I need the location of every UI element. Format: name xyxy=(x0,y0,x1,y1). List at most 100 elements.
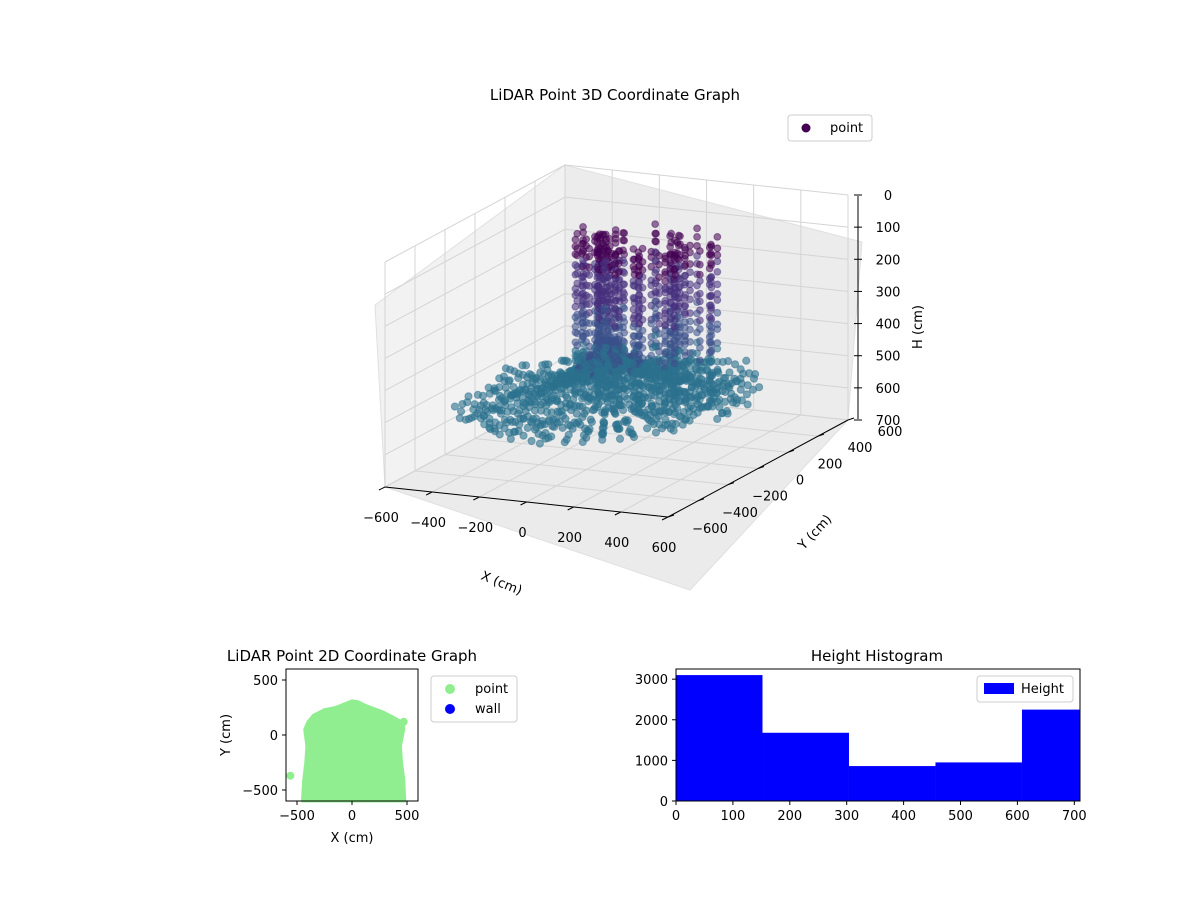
point-3d xyxy=(579,374,588,383)
point-3d xyxy=(538,361,547,370)
y-tick-label-3d: 600 xyxy=(878,425,903,440)
point-3d xyxy=(647,383,656,392)
point-3d xyxy=(713,232,722,241)
point-3d xyxy=(696,343,704,352)
point-3d xyxy=(724,357,733,366)
point-3d xyxy=(573,317,582,325)
y-tick-label-2d: 0 xyxy=(270,729,278,744)
point-3d xyxy=(705,243,714,252)
legend-2d-point-marker xyxy=(445,684,455,694)
point-3d xyxy=(594,283,603,291)
point-3d xyxy=(496,409,506,418)
point-3d xyxy=(651,256,660,265)
point-3d xyxy=(523,423,532,433)
point-3d xyxy=(722,407,731,416)
point-3d xyxy=(604,402,613,411)
point-3d xyxy=(655,397,663,406)
point-3d xyxy=(579,431,589,440)
point-3d xyxy=(601,304,610,313)
point-3d xyxy=(713,414,722,424)
point-3d xyxy=(573,341,582,350)
point-3d xyxy=(566,421,575,430)
point-3d xyxy=(693,349,701,358)
point-3d xyxy=(693,232,701,241)
point-3d xyxy=(676,313,684,322)
point-3d xyxy=(730,360,740,369)
point-3d xyxy=(676,340,684,349)
point-3d xyxy=(573,296,582,305)
point-3d xyxy=(550,386,560,395)
point-2d xyxy=(399,717,408,726)
grid-line-height-right xyxy=(564,228,849,260)
point-3d xyxy=(601,230,610,239)
point-3d xyxy=(719,374,729,383)
point-3d xyxy=(601,277,610,286)
point-3d xyxy=(579,313,588,322)
histogram-x-tick-label: 100 xyxy=(720,809,745,824)
x-tick-label-2d: 0 xyxy=(348,809,356,824)
point-3d xyxy=(725,368,734,377)
point-3d xyxy=(573,388,582,397)
point-3d xyxy=(611,380,619,389)
point-3d xyxy=(480,420,489,429)
point-3d xyxy=(573,329,582,338)
point-3d xyxy=(629,245,638,253)
histogram-x-tick-label: 700 xyxy=(1062,809,1087,824)
x-tick-3d xyxy=(520,501,527,506)
point-3d xyxy=(638,370,647,379)
point-3d xyxy=(651,269,660,277)
point-3d xyxy=(500,415,510,424)
histogram-y-tick-label: 1000 xyxy=(635,754,668,769)
point-3d xyxy=(585,377,594,386)
grid-line-height-left xyxy=(384,293,566,392)
point-3d xyxy=(705,321,714,330)
histogram-ticks: 0 100 200 300 400 500 600 700 0 1000 2000 3000 xyxy=(635,673,1087,824)
point-3d xyxy=(597,430,607,439)
y-axis-label-3d: Y (cm) xyxy=(795,512,835,554)
point-3d xyxy=(611,322,619,331)
x-tick-label-2d: −500 xyxy=(279,809,315,824)
point-3d xyxy=(651,313,660,322)
point-3d xyxy=(661,296,670,305)
histogram-y-tick-label: 0 xyxy=(660,795,668,810)
point-3d xyxy=(713,267,722,276)
point-3d xyxy=(560,438,569,447)
point-3d xyxy=(651,237,660,246)
point-3d xyxy=(585,252,594,261)
point-3d xyxy=(635,408,644,417)
x-tick-label-3d: 600 xyxy=(652,541,677,556)
point-3d xyxy=(450,402,459,411)
z-tick-label-3d: 200 xyxy=(876,253,901,268)
grid-line-height-right xyxy=(564,196,849,228)
point-3d xyxy=(666,242,675,251)
point-3d xyxy=(590,384,599,393)
point-3d xyxy=(601,343,610,352)
point-3d xyxy=(601,354,610,363)
point-3d xyxy=(705,348,714,357)
z-tick-label-3d: 0 xyxy=(884,189,892,204)
point-3d xyxy=(463,398,472,407)
point-3d xyxy=(573,368,582,377)
point-3d xyxy=(647,399,656,408)
point-3d xyxy=(713,280,722,289)
point-3d xyxy=(686,268,694,277)
point-3d xyxy=(676,240,684,249)
histogram-x-tick-label: 300 xyxy=(834,809,859,824)
point-3d xyxy=(611,226,620,234)
point-3d xyxy=(601,383,610,392)
point-3d xyxy=(542,408,552,417)
x-tick-label-2d: 500 xyxy=(395,809,420,824)
point-3d xyxy=(619,236,628,245)
point-3d xyxy=(601,371,610,379)
point-3d xyxy=(651,220,660,229)
point-3d xyxy=(696,270,704,279)
point-3d xyxy=(696,297,704,306)
point-3d xyxy=(638,354,647,363)
histogram-x-tick-label: 400 xyxy=(891,809,916,824)
point-3d xyxy=(676,274,684,283)
point-3d xyxy=(585,293,594,302)
z-tick-label-3d: 500 xyxy=(876,350,901,365)
point-3d xyxy=(594,400,603,409)
point-3d xyxy=(629,432,639,442)
